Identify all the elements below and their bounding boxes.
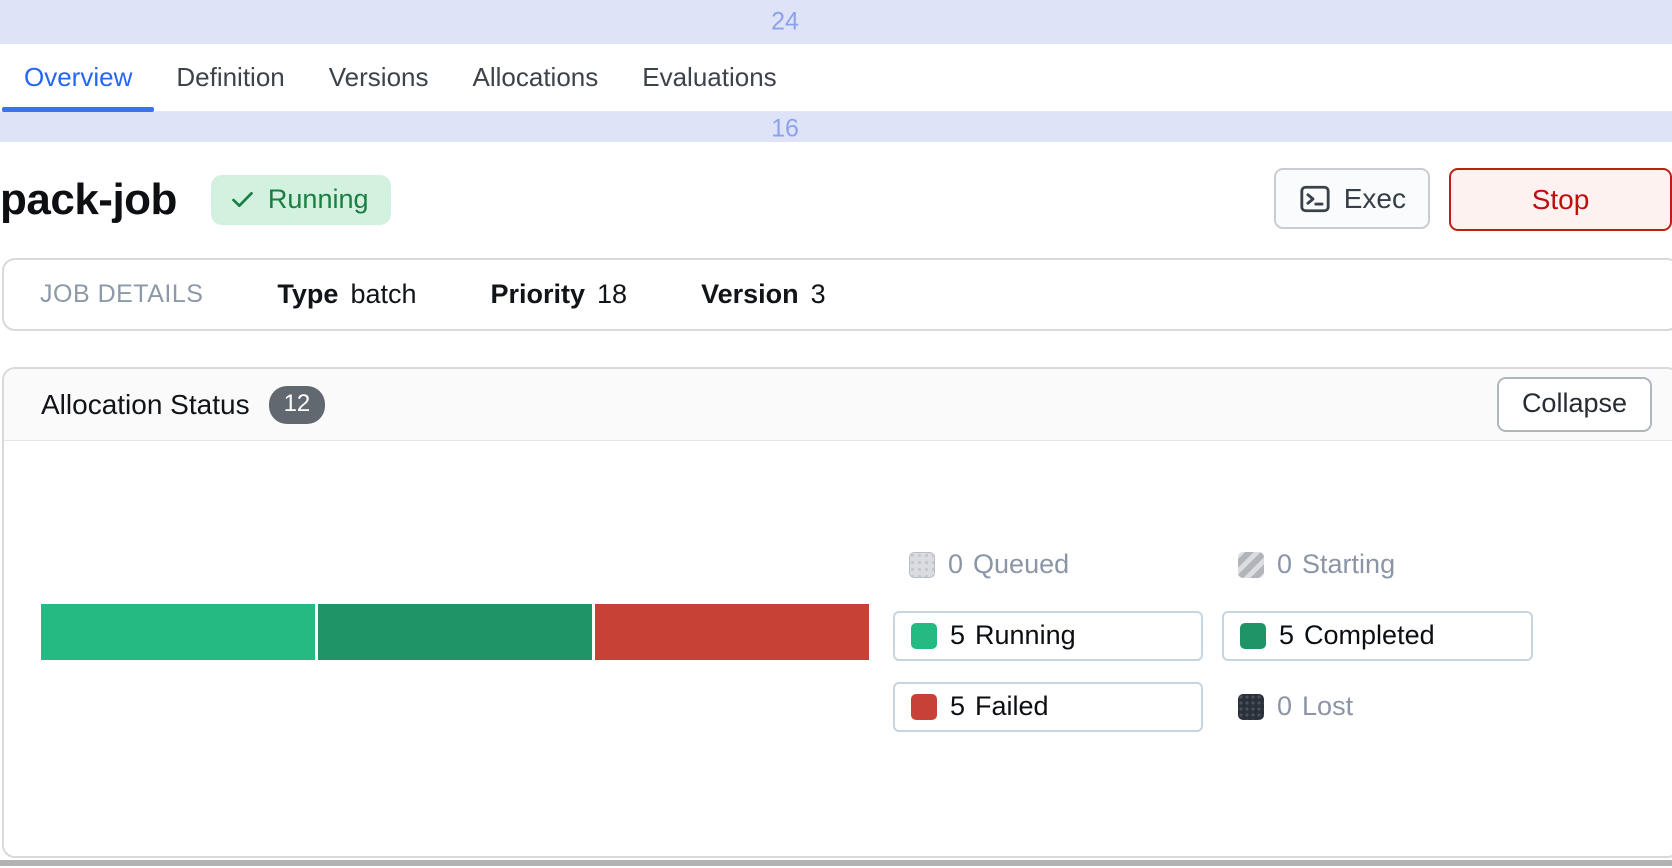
spacing-ruler-top: 24 <box>0 0 1672 44</box>
legend-completed-count: 5 <box>1279 620 1295 650</box>
allocation-status-panel: Allocation Status 12 Collapse 0 Queued 0… <box>2 367 1672 858</box>
job-type-label: Type <box>277 279 339 309</box>
legend-item-lost: 0 Lost <box>1222 682 1533 732</box>
legend-running-label: Running <box>975 620 1076 650</box>
tab-allocations-label: Allocations <box>472 62 599 92</box>
bar-segment-failed[interactable] <box>595 604 869 660</box>
starting-swatch-icon <box>1238 551 1264 578</box>
legend-item-completed[interactable]: 5 Completed <box>1222 610 1533 661</box>
legend-queued-count: 0 <box>948 549 964 579</box>
legend-item-queued: 0 Queued <box>893 540 1203 590</box>
job-priority-label: Priority <box>490 279 586 309</box>
legend-failed-label: Failed <box>975 691 1049 721</box>
job-version-value: 3 <box>810 279 826 309</box>
page-title: pack-job <box>0 174 177 224</box>
exec-button[interactable]: Exec <box>1273 168 1430 229</box>
spacing-ruler-inner: 16 <box>0 112 1672 142</box>
allocation-bar <box>41 604 869 660</box>
spacing-ruler-top-value: 24 <box>771 7 799 36</box>
status-badge-label: Running <box>267 183 369 214</box>
legend-lost-label: Lost <box>1302 691 1354 721</box>
title-actions: Exec Stop <box>1273 168 1672 231</box>
job-details-panel: JOB DETAILS Type batch Priority 18 Versi… <box>2 258 1672 331</box>
bottom-edge-strip <box>0 860 1672 866</box>
tab-definition[interactable]: Definition <box>154 44 306 111</box>
tab-allocations[interactable]: Allocations <box>451 44 621 111</box>
legend-starting-label: Starting <box>1302 549 1396 579</box>
legend-starting-count: 0 <box>1277 549 1293 579</box>
spacing-ruler-inner-value: 16 <box>771 114 799 143</box>
job-type-value: batch <box>350 279 417 309</box>
stop-button-label: Stop <box>1531 183 1590 215</box>
legend-item-running[interactable]: 5 Running <box>893 610 1203 661</box>
job-details-heading: JOB DETAILS <box>40 280 204 308</box>
queued-swatch-icon <box>909 551 935 578</box>
failed-swatch-icon <box>911 693 937 720</box>
check-icon <box>229 186 256 213</box>
job-type-field: Type batch <box>277 279 416 310</box>
job-version-field: Version 3 <box>701 279 826 310</box>
job-version-label: Version <box>701 279 799 309</box>
legend-lost-count: 0 <box>1277 691 1293 721</box>
job-tabbar: Overview Definition Versions Allocations… <box>0 44 1672 112</box>
legend-running-count: 5 <box>950 620 966 650</box>
legend-failed-count: 5 <box>950 691 966 721</box>
job-priority-value: 18 <box>597 279 628 309</box>
allocation-legend: 0 Queued 0 Starting 5 Running 5 Complete… <box>893 529 1533 742</box>
bar-segment-running[interactable] <box>41 604 315 660</box>
completed-swatch-icon <box>1240 622 1266 649</box>
legend-item-starting: 0 Starting <box>1222 540 1533 590</box>
legend-queued-label: Queued <box>973 549 1070 579</box>
bar-segment-completed[interactable] <box>318 604 592 660</box>
tab-evaluations[interactable]: Evaluations <box>620 44 798 111</box>
legend-item-failed[interactable]: 5 Failed <box>893 681 1203 732</box>
tab-versions[interactable]: Versions <box>307 44 451 111</box>
tab-versions-label: Versions <box>328 62 429 92</box>
terminal-icon <box>1298 182 1332 216</box>
allocation-status-title: Allocation Status <box>41 388 250 420</box>
collapse-button[interactable]: Collapse <box>1496 377 1652 432</box>
status-badge: Running <box>210 174 391 225</box>
job-priority-field: Priority 18 <box>491 279 628 310</box>
lost-swatch-icon <box>1238 693 1264 720</box>
legend-completed-label: Completed <box>1304 620 1435 650</box>
tab-overview[interactable]: Overview <box>2 44 155 112</box>
job-title-row: pack-job Running Exec Stop <box>0 142 1672 258</box>
stop-button[interactable]: Stop <box>1449 168 1672 231</box>
tab-overview-label: Overview <box>24 62 133 92</box>
allocation-status-body: 0 Queued 0 Starting 5 Running 5 Complete… <box>4 441 1672 856</box>
allocation-status-header: Allocation Status 12 Collapse <box>4 369 1672 441</box>
tab-evaluations-label: Evaluations <box>642 62 777 92</box>
allocation-count-badge: 12 <box>268 385 326 424</box>
exec-button-label: Exec <box>1343 182 1406 214</box>
tab-definition-label: Definition <box>176 62 285 92</box>
running-swatch-icon <box>911 622 937 649</box>
